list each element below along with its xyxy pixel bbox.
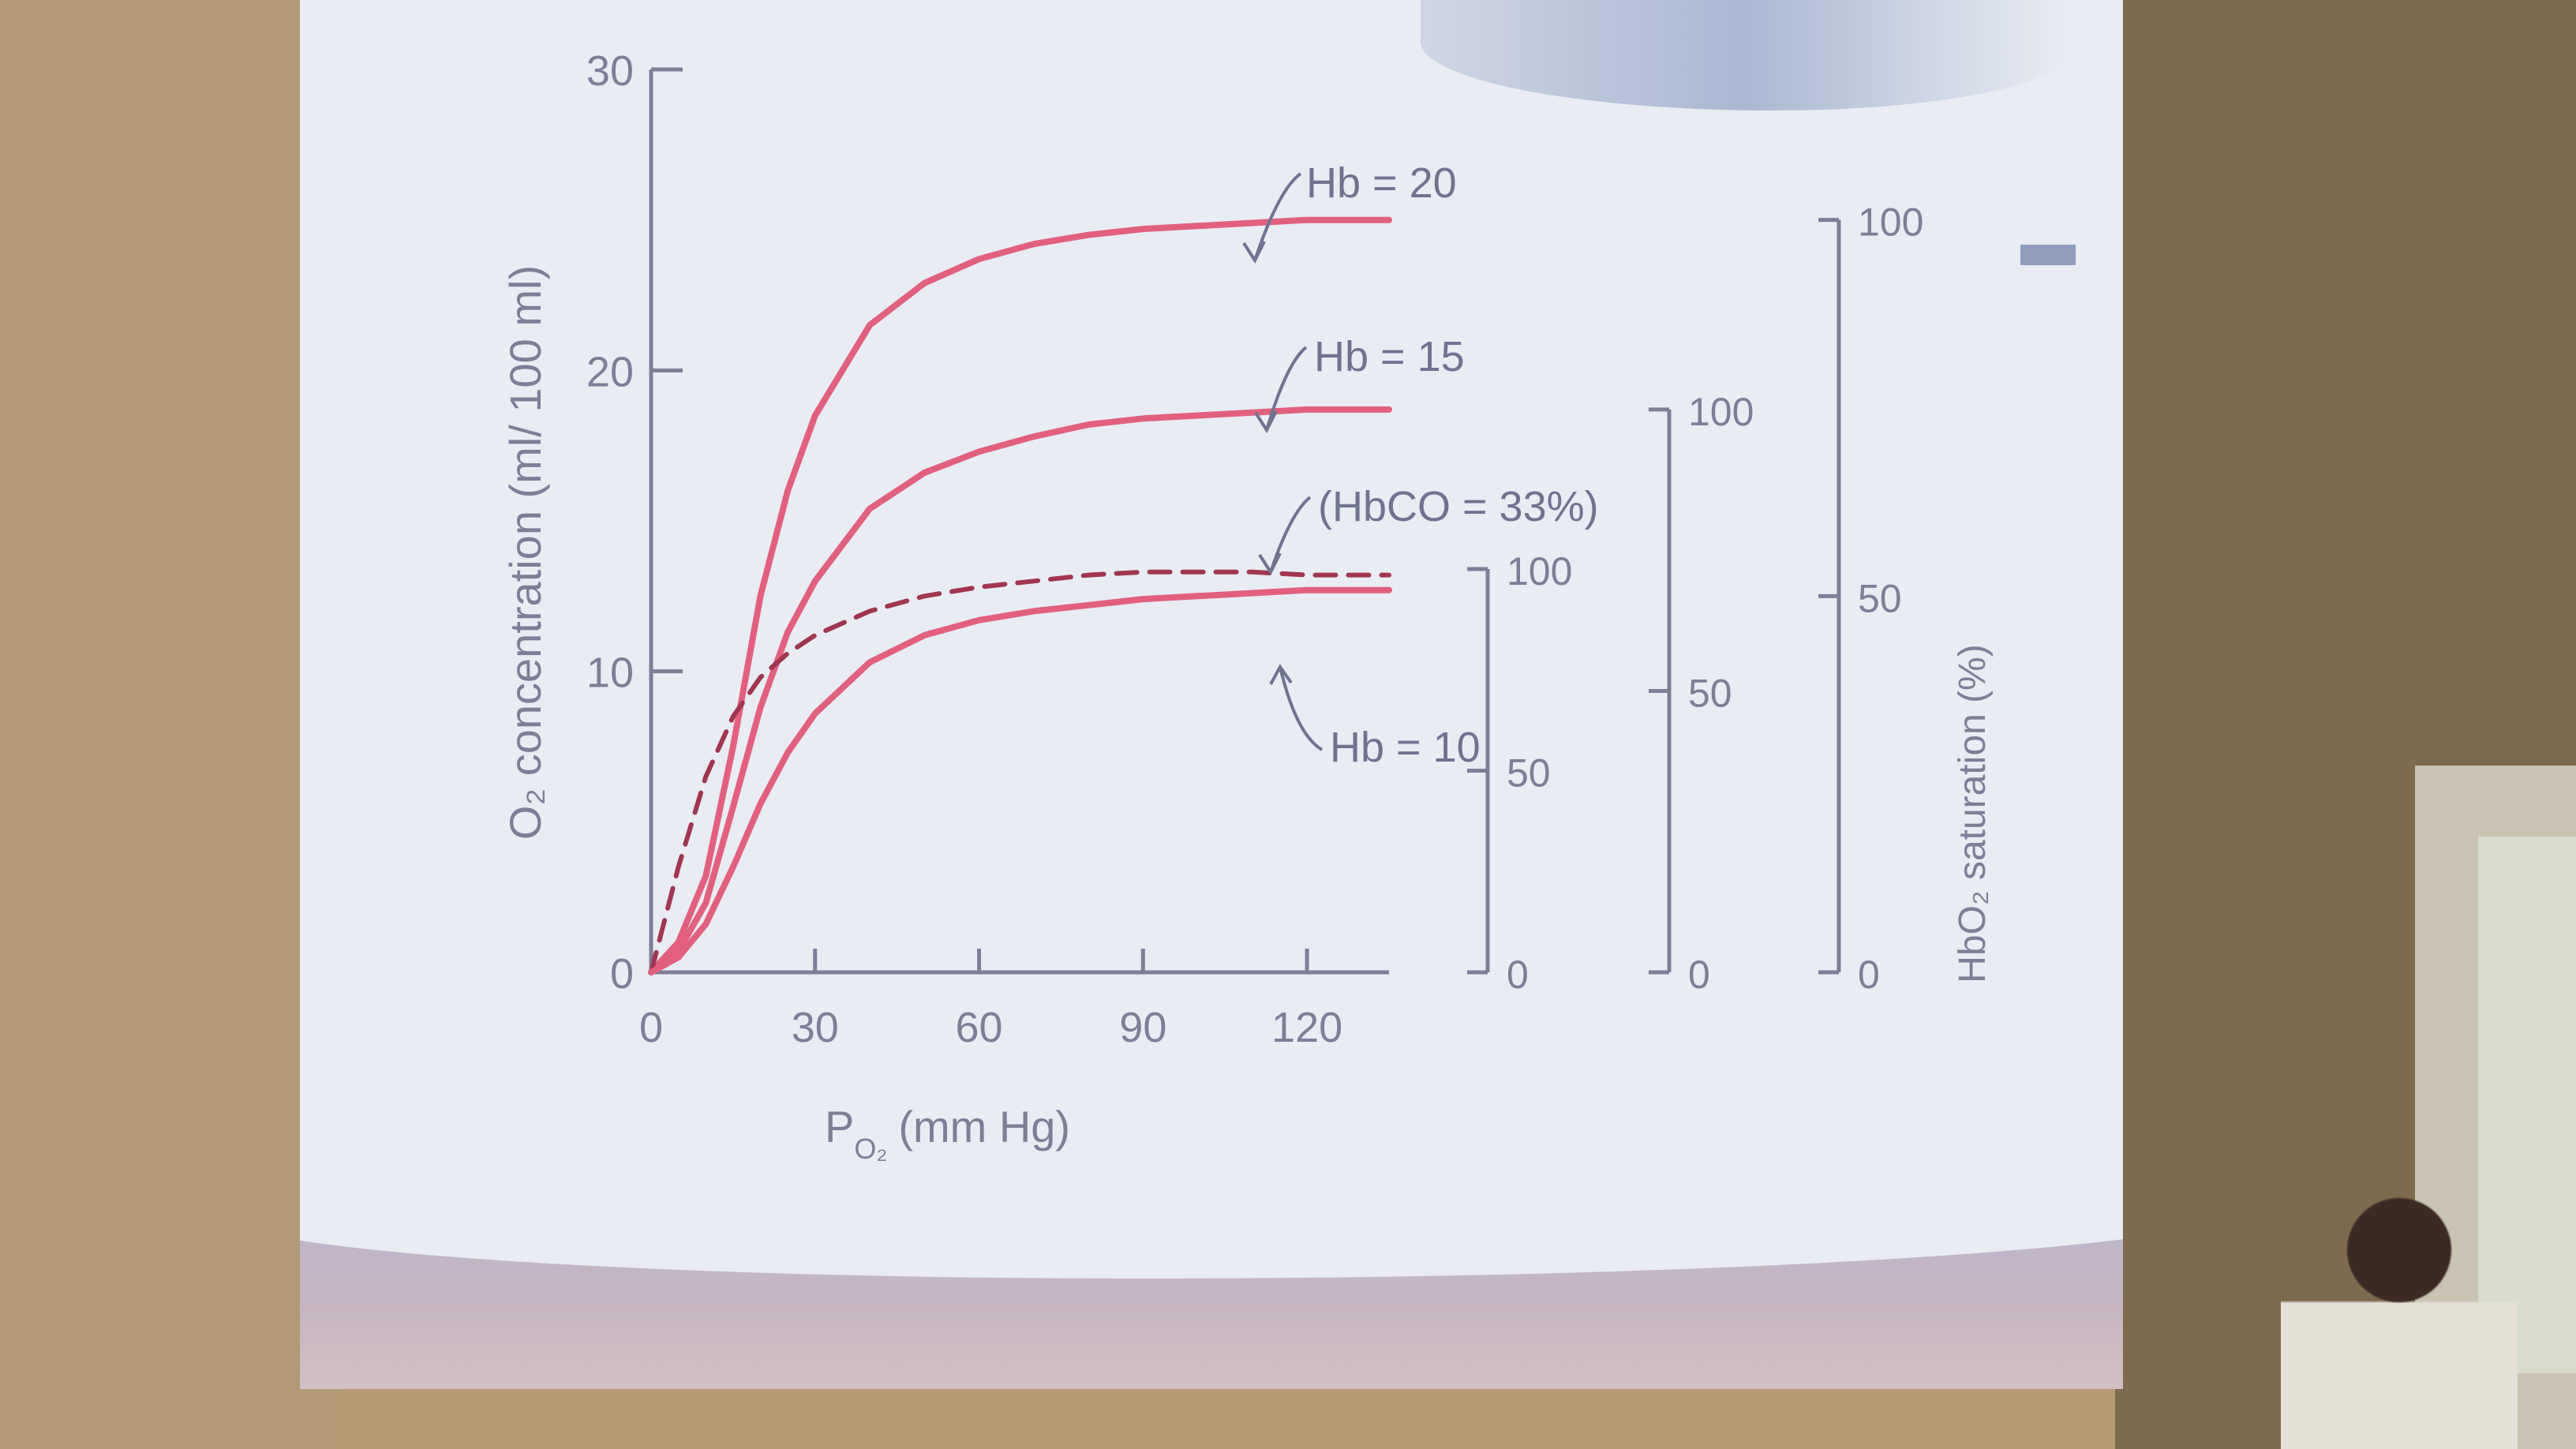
series-lines — [648, 216, 1392, 975]
axes: 0 10 20 30 0 30 60 90 120 PO₂ (mm Hg) O₂ concentrat… — [500, 47, 1389, 1165]
series-line-2 — [649, 569, 1391, 975]
curve-label-3: Hb = 10 — [1330, 724, 1481, 771]
saturation-tick-label: 100 — [1507, 549, 1572, 593]
y-tick-label: 0 — [610, 950, 634, 998]
series-line-3 — [648, 586, 1392, 975]
slide-accent-bar — [2020, 245, 2076, 265]
saturation-tick-label: 50 — [1507, 751, 1551, 796]
saturation-tick-label: 0 — [1688, 953, 1710, 997]
x-axis-label: PO₂ (mm Hg) — [825, 1102, 1070, 1165]
curve-leader-1 — [1265, 346, 1308, 431]
saturation-tick-label: 0 — [1858, 953, 1880, 997]
x-tick-label: 0 — [639, 1004, 663, 1051]
slide-wave — [300, 1136, 2123, 1279]
x-tick-label: 30 — [792, 1004, 839, 1051]
saturation-tick-label: 100 — [1858, 200, 1923, 245]
arrow-icon — [1258, 552, 1282, 576]
curve-leader-0 — [1253, 172, 1302, 261]
saturation-tick-label: 50 — [1688, 671, 1732, 715]
y-tick-label: 20 — [586, 348, 634, 395]
curve-label-2: (HbCO = 33%) — [1318, 483, 1599, 530]
curve-label-1: Hb = 15 — [1314, 333, 1465, 380]
x-tick-label: 120 — [1271, 1004, 1342, 1051]
y-tick-label: 30 — [586, 47, 634, 95]
saturation-axes: 0 50 100 0 50 100 0 50 100 HbO₂ saturation (%) — [1467, 200, 1994, 997]
oxygen-content-chart: 0 10 20 30 0 30 60 90 120 PO₂ (mm Hg) O₂ concentrat… — [500, 47, 1994, 1165]
saturation-tick-label: 100 — [1688, 390, 1754, 434]
x-tick-label: 90 — [1119, 1004, 1166, 1051]
curve-leader-2 — [1269, 496, 1312, 573]
projection-screen: 0 10 20 30 0 30 60 90 120 PO₂ (mm Hg) O₂ concentrat… — [300, 0, 2123, 1389]
x-tick-label: 60 — [956, 1004, 1003, 1051]
curve-label-0: Hb = 20 — [1306, 159, 1457, 207]
saturation-tick-label: 0 — [1507, 953, 1529, 997]
y-axis-label: O₂ concentration (ml/ 100 ml) — [500, 265, 550, 840]
arrow-icon — [1254, 410, 1278, 434]
arrow-icon — [1269, 664, 1293, 685]
curve-labels: Hb = 20 Hb = 15 (HbCO = 33%) Hb = 10 — [1242, 159, 1599, 771]
series-line-0 — [648, 216, 1392, 975]
room-wall-left — [0, 0, 339, 1449]
y-tick-label: 10 — [586, 650, 634, 697]
presenter-figure — [2281, 1184, 2518, 1449]
series-line-1 — [648, 406, 1392, 975]
saturation-tick-label: 50 — [1858, 576, 1902, 620]
arrow-icon — [1242, 241, 1266, 264]
saturation-axis-title: HbO₂ saturation (%) — [1952, 644, 1994, 983]
curve-leader-3 — [1279, 666, 1324, 751]
